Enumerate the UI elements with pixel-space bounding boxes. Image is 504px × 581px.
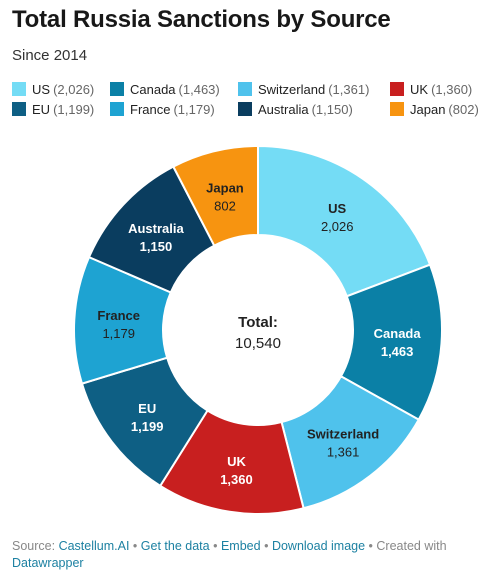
legend-swatch bbox=[12, 82, 26, 96]
legend-value: (1,463) bbox=[178, 81, 220, 97]
slice-value-us: 2,026 bbox=[321, 219, 354, 234]
center-total-value: 10,540 bbox=[235, 335, 281, 352]
legend-label: France bbox=[130, 101, 171, 117]
slice-value-eu: 1,199 bbox=[131, 419, 164, 434]
slice-label-canada: Canada bbox=[374, 326, 422, 341]
legend-item-switzerland: Switzerland (1,361) bbox=[238, 82, 390, 97]
legend-value: (1,150) bbox=[311, 101, 353, 117]
legend-swatch bbox=[390, 102, 404, 116]
legend-swatch bbox=[390, 82, 404, 96]
legend-item-france: France (1,179) bbox=[110, 102, 238, 117]
slice-label-switzerland: Switzerland bbox=[307, 427, 379, 442]
slice-value-canada: 1,463 bbox=[381, 344, 414, 359]
source-prefix: Source: bbox=[12, 539, 56, 553]
legend-swatch bbox=[238, 82, 252, 96]
datawrapper-link[interactable]: Datawrapper bbox=[12, 556, 84, 570]
legend-row: EU (1,199) France (1,179) Australia (1,1… bbox=[12, 99, 492, 119]
legend-swatch bbox=[110, 82, 124, 96]
slice-labels: US 2,026 Canada 1,463 Switzerland 1,361 UK 1,36… bbox=[97, 180, 421, 486]
slice-label-eu: EU bbox=[138, 401, 156, 416]
slice-value-japan: 802 bbox=[214, 198, 236, 213]
legend: US (2,026) Canada (1,463) Switzerland (1… bbox=[12, 79, 492, 119]
footer-separator: • bbox=[368, 539, 373, 553]
slice-label-us: US bbox=[328, 201, 346, 216]
legend-value: (802) bbox=[448, 101, 479, 117]
slice-value-france: 1,179 bbox=[102, 326, 135, 341]
legend-value: (1,199) bbox=[53, 101, 95, 117]
legend-label: Switzerland bbox=[258, 81, 326, 97]
slice-japan[interactable] bbox=[171, 144, 259, 247]
legend-label: Canada bbox=[130, 81, 176, 97]
footer-separator: • bbox=[213, 539, 218, 553]
created-with-text: Created with bbox=[376, 539, 447, 553]
legend-swatch bbox=[110, 102, 124, 116]
chart-title: Total Russia Sanctions by Source bbox=[12, 6, 391, 33]
footer-separator: • bbox=[132, 539, 138, 553]
embed-link[interactable]: Embed bbox=[220, 539, 261, 553]
center-total-label: Total: bbox=[238, 314, 278, 331]
slice-value-uk: 1,360 bbox=[220, 472, 253, 487]
legend-label: EU bbox=[32, 101, 51, 117]
legend-value: (1,179) bbox=[173, 101, 215, 117]
legend-value: (1,361) bbox=[328, 81, 370, 97]
legend-swatch bbox=[238, 102, 252, 116]
legend-item-us: US (2,026) bbox=[12, 82, 110, 97]
legend-label: Australia bbox=[258, 101, 309, 117]
legend-item-eu: EU (1,199) bbox=[12, 102, 110, 117]
slice-label-uk: UK bbox=[227, 454, 246, 469]
chart-subtitle: Since 2014 bbox=[12, 47, 88, 64]
footer-separator: • bbox=[264, 539, 269, 553]
get-data-link[interactable]: Get the data bbox=[140, 539, 210, 553]
legend-value: (2,026) bbox=[53, 81, 95, 97]
legend-item-canada: Canada (1,463) bbox=[110, 82, 238, 97]
slice-label-france: France bbox=[97, 308, 140, 323]
download-image-link[interactable]: Download image bbox=[271, 539, 366, 553]
legend-label: Japan bbox=[410, 101, 446, 117]
slice-value-australia: 1,150 bbox=[140, 239, 173, 254]
footer: Source: Castellum.AI • Get the data • Em… bbox=[12, 538, 492, 572]
slice-label-australia: Australia bbox=[128, 221, 184, 236]
legend-item-australia: Australia (1,150) bbox=[238, 102, 390, 117]
legend-item-uk: UK (1,360) bbox=[390, 82, 472, 97]
donut-slices bbox=[73, 144, 443, 515]
legend-label: US bbox=[32, 81, 51, 97]
slice-value-switzerland: 1,361 bbox=[327, 445, 360, 460]
legend-row: US (2,026) Canada (1,463) Switzerland (1… bbox=[12, 79, 492, 99]
legend-swatch bbox=[12, 102, 26, 116]
slice-us[interactable] bbox=[257, 144, 432, 298]
legend-value: (1,360) bbox=[431, 81, 473, 97]
slice-label-japan: Japan bbox=[206, 180, 244, 195]
source-link[interactable]: Castellum.AI bbox=[58, 539, 130, 553]
legend-item-japan: Japan (802) bbox=[390, 102, 479, 117]
legend-label: UK bbox=[410, 81, 429, 97]
